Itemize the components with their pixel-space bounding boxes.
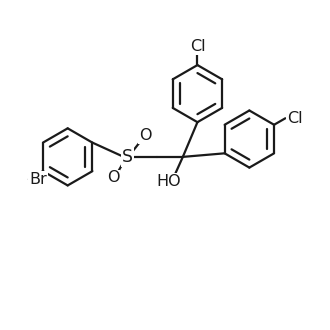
Text: Br: Br — [29, 172, 47, 187]
Text: Cl: Cl — [190, 39, 205, 54]
Text: Cl: Cl — [287, 111, 303, 126]
Text: O: O — [107, 171, 119, 185]
Text: O: O — [139, 128, 152, 143]
Text: HO: HO — [156, 174, 181, 189]
Text: S: S — [122, 148, 133, 166]
